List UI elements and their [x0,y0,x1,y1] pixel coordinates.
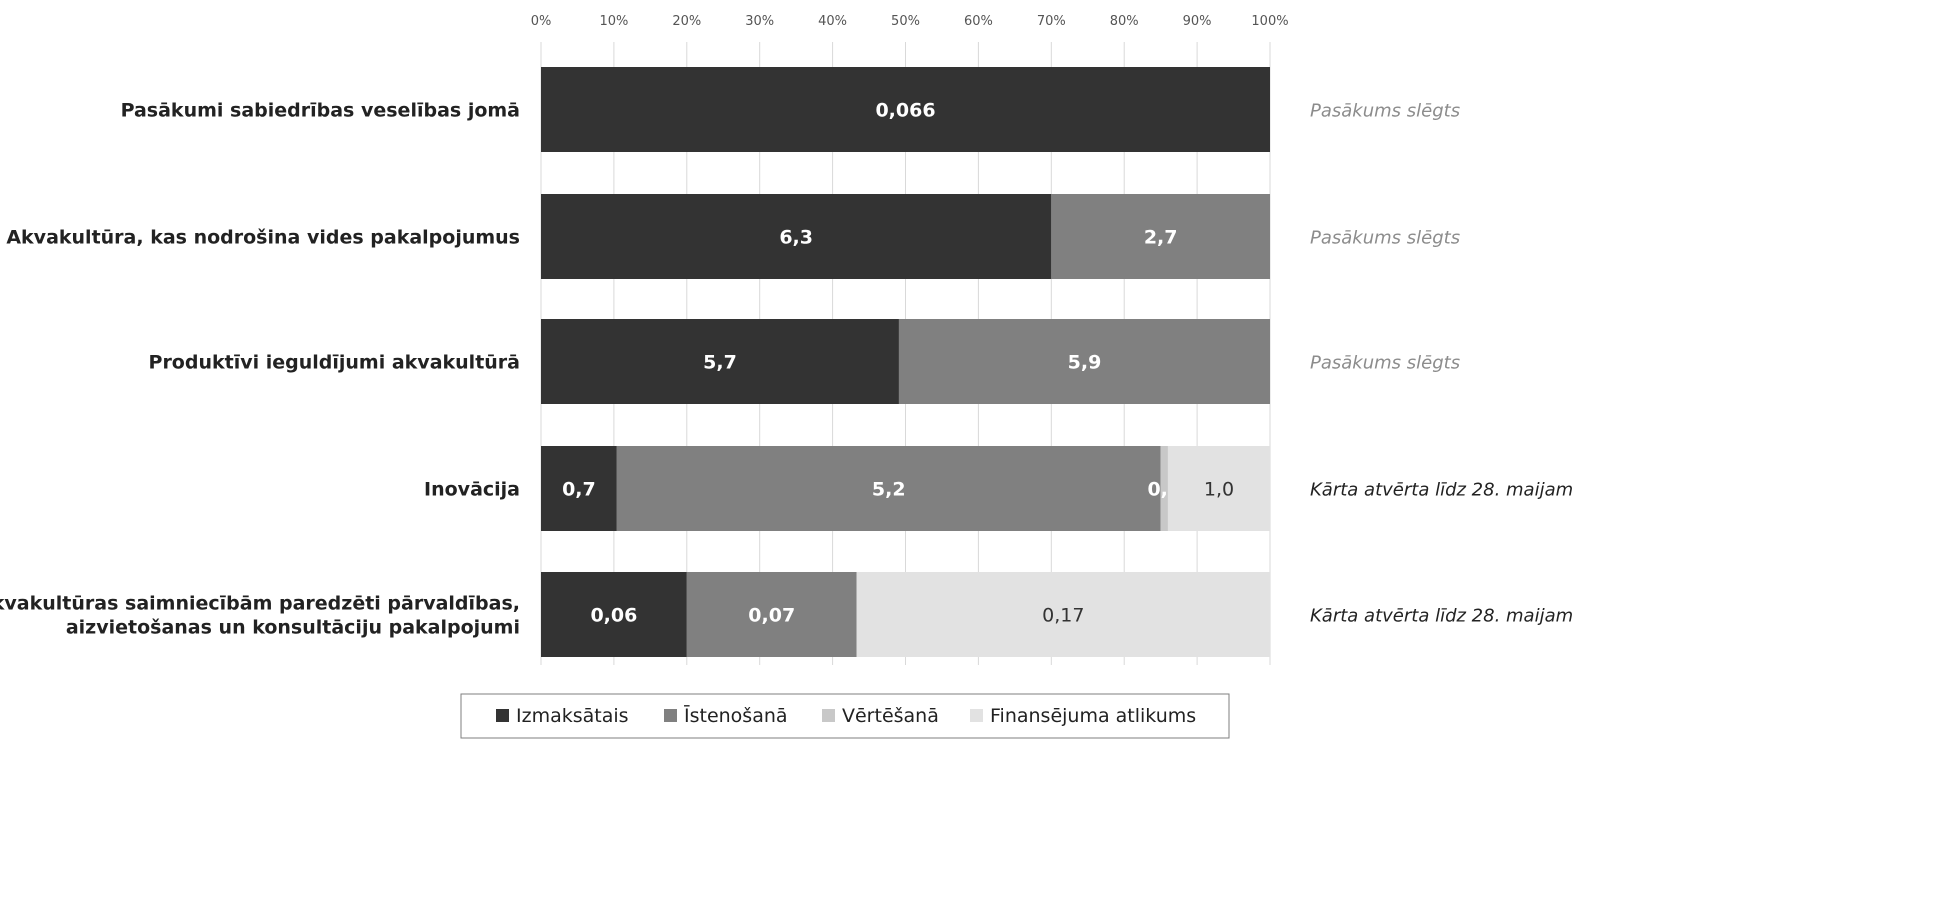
data-label: 6,3 [779,227,813,249]
x-tick-label: 60% [964,14,993,29]
bar-segment [1051,194,1270,279]
x-tick-label: 40% [818,14,847,29]
data-label: 5,2 [872,479,906,501]
bar-segment [856,572,1270,657]
bar-segment [541,194,1052,279]
legend-swatch [822,709,835,722]
category-label: aizvietošanas un konsultāciju pakalpojum… [66,617,520,639]
legend-label: Finansējuma atlikums [990,705,1196,727]
status-note: Kārta atvērta līdz 28. maijam [1310,480,1573,501]
bar-segment [616,446,1161,531]
category-label: Produktīvi ieguldījumi akvakultūrā [149,352,520,374]
legend-swatch [664,709,677,722]
legend: Izmaksātais Īstenošanā Vērtēšanā Finansējum… [460,693,1230,739]
x-tick-label: 30% [745,14,774,29]
status-note: Pasākums slēgts [1310,101,1460,122]
category-labels: Pasākumi sabiedrības veselības jomā Akvak… [0,100,520,639]
x-tick-label: 10% [599,14,628,29]
status-notes: Pasākums slēgts Pasākums slēgts Pasākums s… [1310,101,1573,627]
category-label: Inovācija [424,479,520,501]
bar-segment [541,572,687,657]
bar-segment [541,319,899,404]
bar-segment [1160,446,1168,531]
status-note: Pasākums slēgts [1310,353,1460,374]
x-tick-label: 80% [1110,14,1139,29]
legend-swatch [970,709,983,722]
data-label: 0,7 [562,479,596,501]
data-label: 2,7 [1144,227,1178,249]
data-label: 5,7 [703,352,737,374]
category-label: Pasākumi sabiedrības veselības jomā [121,100,520,122]
legend-label: Vērtēšanā [842,705,939,727]
x-axis-ticks: 0% 10% 20% 30% 40% 50% 60% 70% 80% 90% 100% [531,14,1289,29]
status-note: Kārta atvērta līdz 28. maijam [1310,606,1573,627]
data-label: 0,066 [875,100,935,122]
data-label: 5,9 [1068,352,1102,374]
x-tick-label: 70% [1037,14,1066,29]
x-tick-label: 0% [531,14,552,29]
bar-segment [898,319,1270,404]
status-note: Pasākums slēgts [1310,228,1460,249]
category-label: Akvakultūra, kas nodrošina vides pakalpo… [6,227,520,249]
data-label: 0,17 [1042,605,1084,627]
legend-box [460,693,1230,739]
bar-segment [541,67,1270,152]
bar-segment [686,572,857,657]
data-label: 0,06 [590,605,637,627]
data-label: 0,07 [748,605,795,627]
x-tick-label: 50% [891,14,920,29]
data-label: 1,0 [1204,479,1234,501]
x-tick-label: 20% [672,14,701,29]
legend-label: Izmaksātais [516,705,629,727]
x-tick-label: 100% [1251,14,1288,29]
bar-segment [541,446,617,531]
x-tick-label: 90% [1183,14,1212,29]
legend-label: Īstenošanā [684,703,788,727]
bar-segment [1167,446,1270,531]
legend-swatch [496,709,509,722]
category-label: Akvakultūras saimniecībām paredzēti pārv… [0,593,520,615]
